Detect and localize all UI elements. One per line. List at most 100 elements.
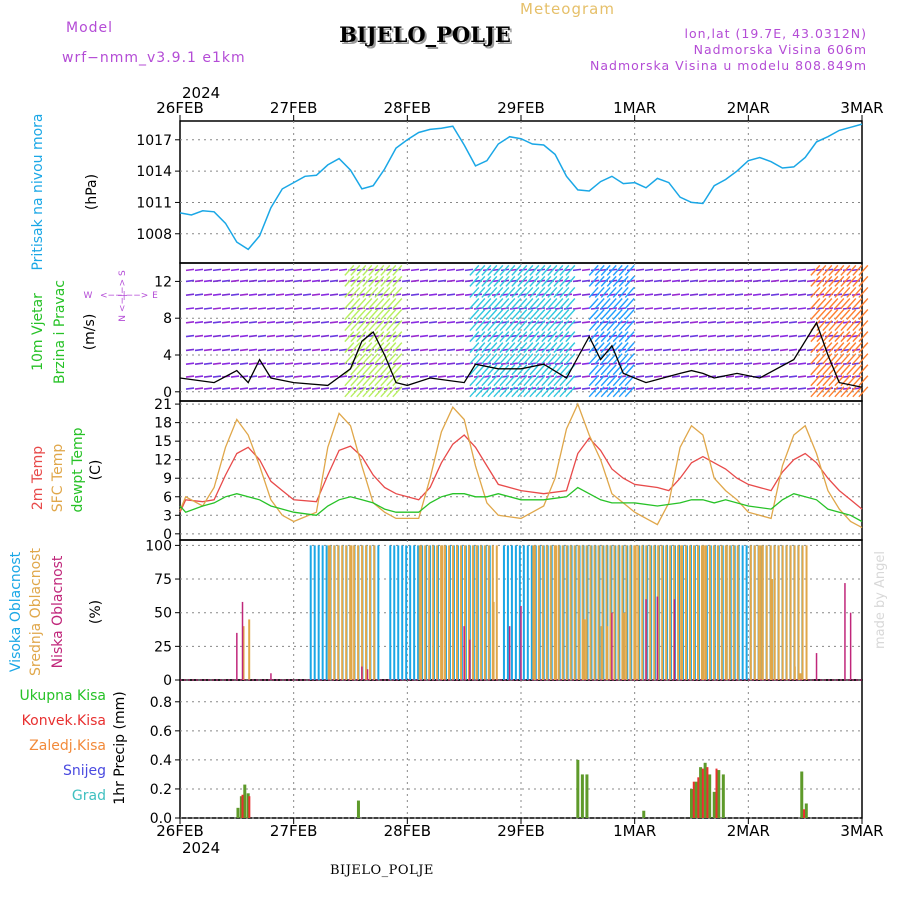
wind-band-barb (541, 298, 552, 309)
wind-barb (716, 321, 726, 324)
wind-band-barb (810, 353, 821, 365)
wind-band-barb (517, 331, 528, 343)
wind-barb (302, 307, 312, 310)
wind-barb (194, 307, 204, 310)
wind-barb (644, 268, 654, 272)
wind-barb (203, 321, 213, 324)
wind-band-barb (511, 342, 522, 354)
wind-barb (509, 307, 519, 310)
wind-barb (302, 362, 312, 365)
wind-band-barb (487, 286, 498, 298)
wind-barb (311, 362, 321, 365)
wind-barb (698, 268, 708, 272)
wind-band-barb (816, 298, 827, 309)
wind-band-barb (535, 364, 546, 376)
wind-barb (419, 268, 429, 272)
wind-band-barb (816, 353, 827, 365)
wind-band-barb (816, 375, 827, 387)
wind-barb (275, 279, 285, 283)
wind-band-barb (588, 286, 599, 298)
wind-barb (743, 362, 753, 365)
wind-barb (518, 362, 528, 365)
wind-barb (293, 348, 303, 352)
wind-barb (302, 387, 312, 390)
wind-band-barb (392, 353, 403, 365)
wind-band-barb (588, 275, 599, 287)
cloud-label-low: Niska Oblacnost (50, 555, 66, 668)
wind-band-barb (535, 375, 546, 387)
wind-barb (329, 334, 339, 338)
wind-barb (383, 293, 393, 296)
precip-conv-bar (692, 781, 695, 818)
wind-band-barb (499, 286, 510, 298)
wind-barb (761, 293, 771, 296)
wind-band-barb (858, 375, 869, 387)
wind-barb (293, 268, 303, 272)
precip-label-frz: Zaledj.Kisa (29, 738, 106, 754)
wind-barb (320, 307, 330, 310)
wind-band-barb (350, 320, 361, 332)
year-label-bottom: 2024 (182, 839, 220, 857)
x-tick-label-bottom: 27FEB (270, 822, 317, 840)
wind-barb (779, 375, 789, 378)
precip-total-bar (576, 759, 580, 818)
wind-barb (347, 375, 357, 378)
wind-barb (329, 375, 339, 378)
wind-band-barb (834, 298, 845, 309)
wind-barb (212, 387, 222, 390)
wind-band-barb (624, 264, 635, 276)
wind-band-barb (517, 320, 528, 332)
wind-band-barb (344, 342, 355, 354)
wind-barb (671, 348, 681, 352)
precip-total-bar (243, 784, 247, 818)
wind-barb (635, 279, 645, 283)
wind-band-barb (828, 298, 839, 309)
wind-band-barb (858, 386, 869, 398)
wind-band-barb (505, 375, 516, 387)
cloud-unit: (%) (88, 600, 104, 624)
wind-barb (419, 348, 429, 352)
wind-barb (302, 321, 312, 324)
y-tick-label: 1008 (136, 227, 172, 243)
x-tick-label-top: 3MAR (840, 99, 883, 117)
wind-band-barb (344, 375, 355, 387)
wind-barb (707, 334, 717, 338)
wind-band-barb (481, 298, 492, 309)
wind-band-barb (624, 275, 635, 287)
wind-band-barb (529, 275, 540, 287)
wind-barb (338, 387, 348, 390)
wind-barb (770, 348, 780, 352)
wind-barb (266, 362, 276, 365)
wind-band-barb (511, 320, 522, 332)
wind-band-barb (559, 331, 570, 343)
wind-band-barb (475, 320, 486, 332)
wind-band-barb (541, 264, 552, 276)
wind-band-barb (392, 275, 403, 287)
wind-barb (725, 321, 735, 324)
wind-band-barb (828, 264, 839, 276)
wind-barb (212, 375, 222, 378)
wind-band-barb (517, 309, 528, 320)
wind-barb (599, 362, 609, 365)
precip-total-bar (585, 774, 589, 818)
wind-band-barb (380, 386, 391, 398)
wind-barb (338, 268, 348, 272)
wind-band-barb (380, 298, 391, 309)
wind-band-barb (541, 275, 552, 287)
wind-barb (797, 293, 807, 296)
wind-band-barb (380, 286, 391, 298)
wind-barb (716, 279, 726, 283)
wind-band-barb (529, 264, 540, 276)
wind-band-barb (475, 353, 486, 365)
wind-barb (329, 268, 339, 272)
wind-barb (257, 279, 267, 283)
wind-barb (266, 268, 276, 272)
y-tick-label: 25 (154, 639, 172, 655)
wind-band-barb (553, 275, 564, 287)
wind-barb (239, 279, 249, 283)
wind-barb (680, 307, 690, 310)
wind-barb (653, 387, 663, 390)
wind-barb (266, 279, 276, 283)
wind-barb (221, 268, 231, 272)
wind-barb (383, 307, 393, 310)
